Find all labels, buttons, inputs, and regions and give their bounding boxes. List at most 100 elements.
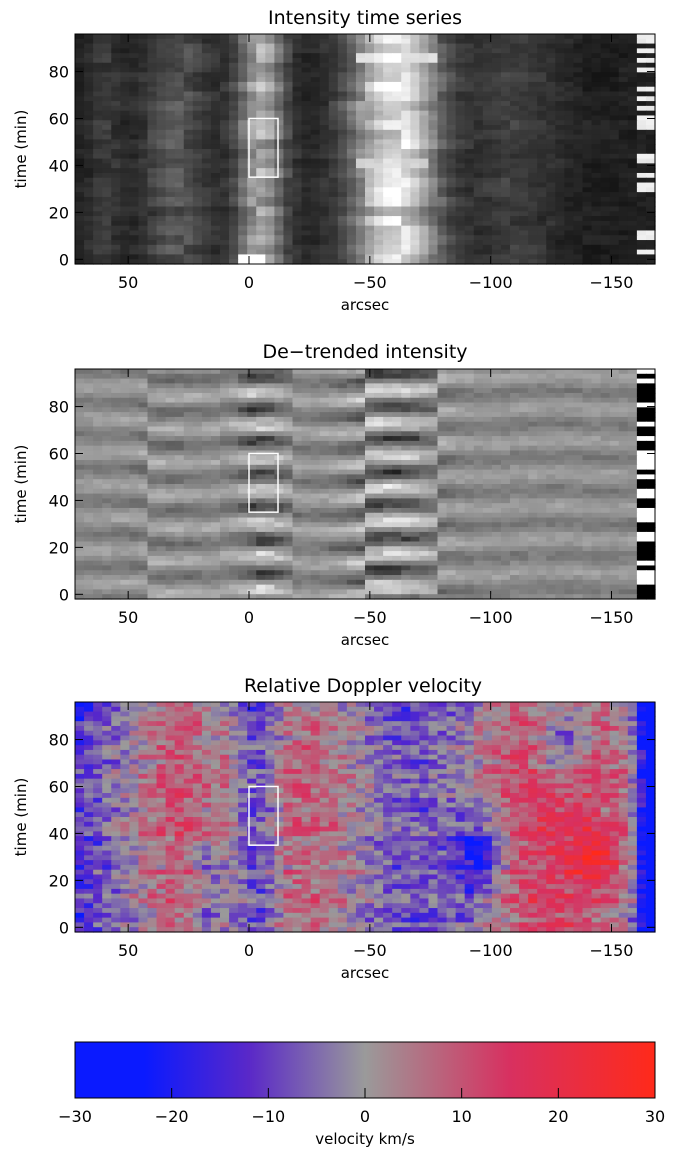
heatmap-cell [473, 53, 484, 59]
heatmap-cell [120, 240, 130, 246]
heatmap-cell [229, 488, 239, 495]
heatmap-cell [111, 91, 121, 97]
heatmap-cell [102, 125, 112, 131]
heatmap-cell [555, 388, 565, 394]
heatmap-cell [446, 81, 457, 88]
heatmap-cell [174, 460, 185, 466]
heatmap-cell [500, 139, 511, 145]
heatmap-cell [627, 72, 638, 78]
heatmap-cell [437, 450, 448, 456]
heatmap-cell [229, 388, 239, 394]
heatmap-cell [437, 129, 448, 136]
heatmap-cell [410, 77, 420, 83]
heatmap-cell [537, 235, 547, 241]
heatmap-cell [129, 101, 140, 107]
heatmap-cell [310, 240, 321, 246]
heatmap-cell [247, 57, 257, 64]
heatmap-cell [310, 43, 321, 49]
heatmap-cell [464, 168, 475, 174]
heatmap-cell [636, 62, 647, 69]
heatmap-cell [292, 153, 303, 160]
heatmap-cell [473, 182, 484, 188]
heatmap-cell [111, 445, 121, 452]
heatmap-cell [537, 177, 547, 184]
heatmap-cell [183, 392, 194, 399]
heatmap-cell [183, 259, 194, 265]
heatmap-cell [192, 392, 203, 399]
heatmap-cell [428, 62, 439, 69]
heatmap-cell [346, 216, 357, 222]
heatmap-cell [319, 110, 330, 117]
heatmap-cell [609, 431, 620, 437]
heatmap-cell [138, 196, 149, 203]
heatmap-cell [274, 144, 285, 150]
heatmap-cell [210, 149, 221, 155]
heatmap-cell [528, 407, 538, 413]
heatmap-cell [328, 254, 339, 260]
heatmap-cell [229, 479, 239, 485]
heatmap-cell [192, 484, 203, 490]
heatmap-cell [165, 498, 176, 504]
heatmap-cell [337, 86, 348, 93]
heatmap-cell [374, 225, 384, 232]
heatmap-cell [437, 38, 448, 45]
heatmap-cell [537, 225, 547, 232]
heatmap-cell [220, 139, 230, 145]
heatmap-cell [591, 110, 602, 117]
heatmap-cell [573, 38, 584, 45]
heatmap-cell [111, 254, 121, 260]
heatmap-cell [546, 383, 556, 389]
heatmap-cell [609, 158, 620, 164]
heatmap-cell [519, 498, 529, 504]
heatmap-cell [600, 163, 611, 169]
heatmap-cell [102, 192, 112, 198]
heatmap-cell [183, 134, 194, 141]
heatmap-cell [111, 163, 121, 169]
heatmap-cell [482, 436, 493, 442]
heatmap-cell [102, 153, 112, 160]
heatmap-cell [428, 120, 439, 126]
heatmap-cell [473, 187, 484, 193]
heatmap-cell [201, 105, 212, 112]
heatmap-cell [337, 115, 348, 121]
heatmap-cell [618, 115, 629, 121]
heatmap-cell [111, 187, 121, 193]
heatmap-cell [156, 373, 167, 380]
heatmap-cell [473, 211, 484, 217]
heatmap-cell [546, 412, 556, 418]
heatmap-cell [392, 474, 402, 480]
heatmap-cell [555, 101, 565, 107]
heatmap-cell [528, 182, 538, 188]
heatmap-cell [355, 129, 366, 136]
heatmap-cells [75, 34, 656, 265]
heatmap-cell [93, 149, 103, 155]
heatmap-cell [138, 192, 149, 198]
heatmap-cell [392, 235, 402, 241]
heatmap-cell [165, 254, 176, 260]
heatmap-cell [618, 436, 629, 442]
heatmap-cell [346, 440, 357, 447]
heatmap-cell [618, 378, 629, 384]
heatmap-cell [510, 34, 520, 40]
heatmap-cell [437, 120, 448, 126]
heatmap-cell [428, 129, 439, 136]
heatmap-cell [265, 172, 275, 179]
heatmap-cell [446, 48, 457, 54]
heatmap-cell [129, 230, 140, 236]
heatmap-cell [528, 43, 538, 49]
heatmap-cell [156, 101, 167, 107]
heatmap-cell [102, 86, 112, 93]
heatmap-cell [147, 101, 158, 107]
heatmap-cell [75, 105, 85, 112]
heatmap-cell [455, 469, 466, 476]
heatmap-cell [310, 249, 321, 256]
heatmap-cell [383, 211, 393, 217]
heatmap-cell [392, 402, 402, 408]
heatmap-cell [401, 450, 411, 456]
heatmap-cell [519, 72, 529, 78]
heatmap-cell [555, 498, 565, 504]
heatmap-cell [600, 48, 611, 54]
heatmap-cell [419, 172, 430, 179]
heatmap-cell [437, 168, 448, 174]
heatmap-cell [573, 503, 584, 509]
